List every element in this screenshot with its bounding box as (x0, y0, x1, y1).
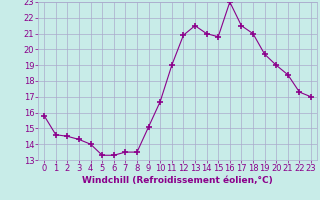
X-axis label: Windchill (Refroidissement éolien,°C): Windchill (Refroidissement éolien,°C) (82, 176, 273, 185)
